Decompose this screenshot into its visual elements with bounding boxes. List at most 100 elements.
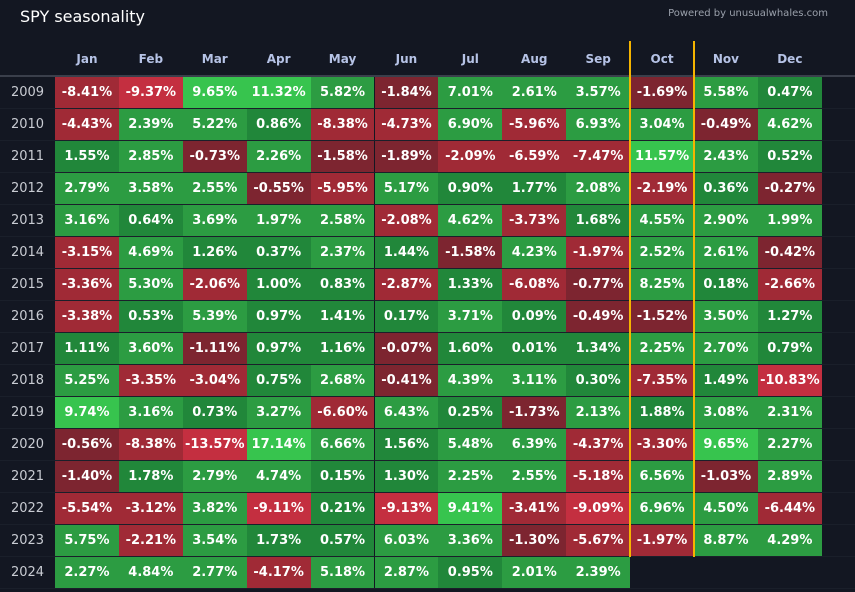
heatmap-cell: 6.93% [566,109,631,141]
heatmap-cell: 0.17% [374,301,439,333]
heatmap-cell: -1.52% [630,301,694,333]
heatmap-cell: 2.39% [118,109,183,141]
heatmap-cell: 0.30% [566,365,631,397]
heatmap-cell: -8.38% [310,109,375,141]
month-header-mar: Mar [201,52,228,66]
heatmap-cell: 3.11% [502,365,567,397]
heatmap-cell: 1.41% [310,301,375,333]
heatmap-cell: -3.15% [55,237,119,269]
heatmap-cell: -7.35% [630,365,694,397]
heatmap-cell: 2.27% [55,557,119,589]
heatmap-cell: -8.38% [118,429,183,461]
heatmap-cell: 2.61% [694,237,758,269]
heatmap-cell: -8.41% [55,77,119,109]
heatmap-cell: -3.41% [502,493,567,525]
heatmap-cell: -1.40% [55,461,119,493]
month-header-row: Jan Feb Mar Apr May Jun Jul Aug Sep Oct Nov Dec [0,41,855,77]
heatmap-cell: 0.90% [438,173,503,205]
heatmap-cell: 0.97% [246,333,311,365]
heatmap-cell: 4.74% [246,461,311,493]
heatmap-cell: 9.65% [182,77,247,109]
heatmap-cell: 2.55% [502,461,567,493]
heatmap-cell: 1.78% [118,461,183,493]
heatmap-cell: 1.33% [438,269,503,301]
heatmap-cell: -2.09% [438,141,503,173]
heatmap-cell: -1.89% [374,141,439,173]
heatmap-cell: -0.77% [566,269,631,301]
heatmap-cell: 0.37% [246,237,311,269]
heatmap-cell: -2.21% [118,525,183,557]
heatmap-cell: 5.30% [118,269,183,301]
heatmap-cell: -0.55% [246,173,311,205]
heatmap-cell: -6.59% [502,141,567,173]
heatmap-cell: 4.29% [757,525,822,557]
heatmap-cell: 2.27% [757,429,822,461]
heatmap-cell: 2.70% [694,333,758,365]
heatmap-cell: 2.68% [310,365,375,397]
heatmap-cell: 0.21% [310,493,375,525]
row-divider [0,332,855,333]
heatmap-cell: 0.18% [694,269,758,301]
heatmap-cell: -0.07% [374,333,439,365]
heatmap-cell: 0.52% [757,141,822,173]
heatmap-cell: 5.22% [182,109,247,141]
heatmap-cell: 1.49% [694,365,758,397]
row-divider [0,396,855,397]
heatmap-cell: 11.57% [630,141,694,173]
heatmap-cell: 2.31% [757,397,822,429]
heatmap-cell: -1.97% [630,525,694,557]
heatmap-cell: 2.43% [694,141,758,173]
heatmap-cell: 2.61% [502,77,567,109]
heatmap-cell: 2.08% [566,173,631,205]
heatmap-cell: 4.39% [438,365,503,397]
heatmap-cell: 0.75% [246,365,311,397]
heatmap-cell: 5.58% [694,77,758,109]
heatmap-cell: 3.57% [566,77,631,109]
heatmap-cell: 4.69% [118,237,183,269]
heatmap-cell: 6.03% [374,525,439,557]
heatmap-cell: 3.16% [55,205,119,237]
heatmap-cell: 5.48% [438,429,503,461]
row-divider [0,108,855,109]
year-label: 2022 [10,501,45,516]
month-header-sep: Sep [585,52,611,66]
heatmap-cell: -13.57% [182,429,247,461]
heatmap-cell: 0.86% [246,109,311,141]
heatmap-cell: -6.44% [757,493,822,525]
heatmap-cell: 3.69% [182,205,247,237]
heatmap-cell: 3.04% [630,109,694,141]
month-header-dec: Dec [777,52,803,66]
heatmap-cell: 1.68% [566,205,631,237]
heatmap-cell: -1.11% [182,333,247,365]
heatmap-cell: -1.03% [694,461,758,493]
heatmap-cell: 3.82% [182,493,247,525]
heatmap-cell: -0.49% [566,301,631,333]
heatmap-cell: 11.32% [246,77,311,109]
heatmap-cell: -2.19% [630,173,694,205]
month-header-jun: Jun [395,52,418,66]
heatmap-cell: -9.09% [566,493,631,525]
heatmap-cell: 1.00% [246,269,311,301]
heatmap-cell: 3.08% [694,397,758,429]
powered-by-label[interactable]: Powered by unusualwhales.com [668,8,828,19]
heatmap-cell: -0.42% [757,237,822,269]
heatmap-cell: 1.30% [374,461,439,493]
row-divider [0,236,855,237]
heatmap-cell: -0.41% [374,365,439,397]
row-divider [0,204,855,205]
heatmap-cell: 1.27% [757,301,822,333]
heatmap-cell: 1.26% [182,237,247,269]
heatmap-cell: 1.60% [438,333,503,365]
year-label: 2012 [10,181,45,196]
page-title: SPY seasonality [20,7,145,26]
heatmap-cell: 2.85% [118,141,183,173]
heatmap-cell: 1.73% [246,525,311,557]
heatmap-cell: 5.17% [374,173,439,205]
heatmap-cell: 0.15% [310,461,375,493]
row-divider [0,140,855,141]
heatmap-cell: 3.16% [118,397,183,429]
heatmap-cell: 2.52% [630,237,694,269]
heatmap-cell: 9.74% [55,397,119,429]
heatmap-cell: -1.58% [310,141,375,173]
heatmap-cell: 0.25% [438,397,503,429]
